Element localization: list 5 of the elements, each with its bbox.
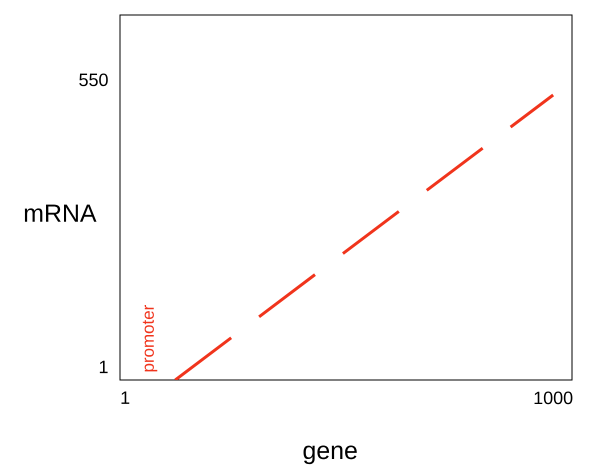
x-tick-label: 1000 (534, 392, 572, 404)
y-tick-label: 550 (79, 73, 108, 86)
y-axis-title: mRNA (24, 204, 96, 222)
x-axis-title: gene (304, 446, 357, 464)
annotation: promoter (142, 305, 158, 372)
